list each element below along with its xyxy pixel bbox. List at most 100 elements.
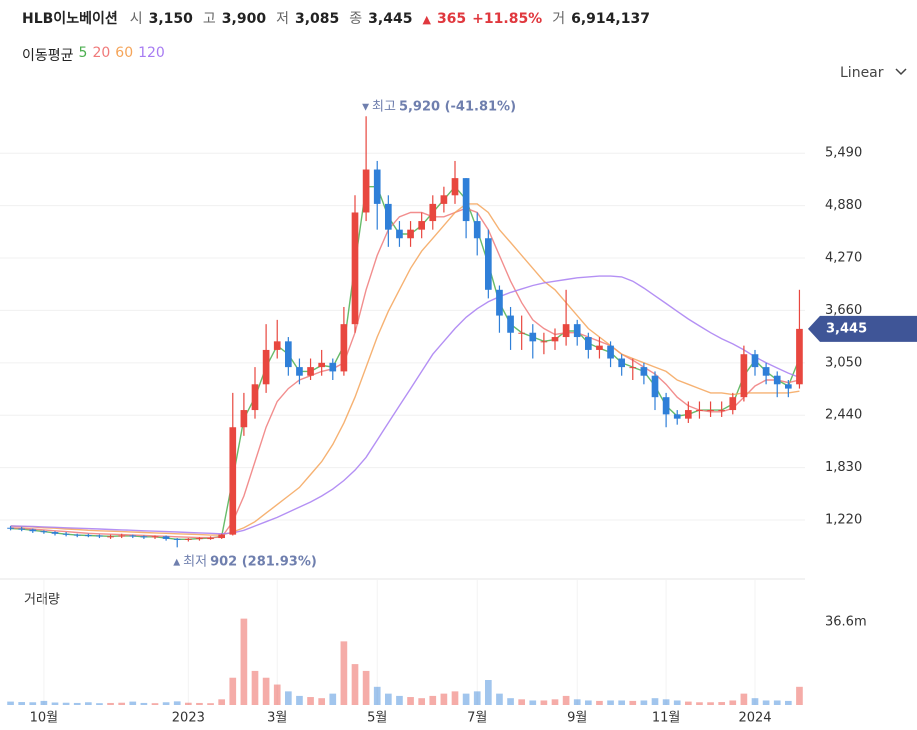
candle-body xyxy=(751,354,759,368)
open-value: 3,150 xyxy=(148,11,193,27)
volume-bar xyxy=(651,698,659,705)
volume-bar xyxy=(196,702,203,705)
candle-body xyxy=(662,397,670,415)
candle-body xyxy=(607,345,614,359)
high-label: 고 xyxy=(202,11,216,27)
volume-bar xyxy=(118,702,125,705)
volume-bar xyxy=(373,686,381,705)
volume-bar xyxy=(73,702,81,705)
candle-body xyxy=(462,178,470,222)
volume-bar xyxy=(262,677,270,705)
last-price-badge xyxy=(808,315,917,342)
candle-body xyxy=(685,410,692,419)
candle-body xyxy=(740,354,748,398)
annotation-label: 최저 xyxy=(183,554,207,569)
candle-body xyxy=(62,533,70,535)
candle-body xyxy=(629,367,637,369)
volume-bar xyxy=(7,701,14,705)
candle-body xyxy=(151,536,159,538)
volume-bar xyxy=(573,699,581,705)
candle-body xyxy=(729,397,737,411)
candle-body xyxy=(618,358,625,368)
volume-bar xyxy=(129,701,137,705)
x-tick-label: 2024 xyxy=(738,711,771,726)
candle-body xyxy=(640,367,648,376)
y-tick-label: 5,490 xyxy=(825,146,862,161)
annotation-arrow: ▼ xyxy=(362,102,369,112)
volume-bar xyxy=(229,677,237,705)
ma-legend-item: 120 xyxy=(138,45,165,61)
low-label: 저 xyxy=(276,11,289,27)
chevron xyxy=(895,68,907,76)
ma-legend-item: 5 xyxy=(78,45,88,61)
volume-bar xyxy=(218,699,225,705)
volume-bar xyxy=(51,702,59,705)
volume-bar xyxy=(418,698,425,705)
volume-bar xyxy=(85,702,92,705)
y-tick-label: 4,880 xyxy=(825,198,862,213)
volume-bar xyxy=(629,700,637,705)
volume-bar xyxy=(540,700,548,705)
candle-body xyxy=(507,315,514,333)
volume-bar xyxy=(618,700,625,705)
candle-body xyxy=(396,229,403,239)
volume-bar xyxy=(207,703,214,705)
candle-body xyxy=(440,195,448,204)
quote-header: HLB이노베이션 시 3,150 고 3,900 저 3,085 종 3,445 ▲ 36… xyxy=(22,8,654,28)
candle-body xyxy=(140,536,148,538)
candle-body xyxy=(529,332,537,342)
volume-bar xyxy=(596,700,603,705)
candle-body xyxy=(573,324,581,338)
scale-toggle[interactable]: Linear xyxy=(840,65,908,81)
volume-bar xyxy=(673,700,681,705)
change-amount: 365 xyxy=(436,11,467,27)
annotation-arrow: ▲ xyxy=(173,557,180,567)
volume-bar xyxy=(707,702,714,705)
candle-body xyxy=(229,427,237,535)
volume-bar xyxy=(107,702,114,705)
candle-body xyxy=(51,532,59,534)
volume-bar xyxy=(285,691,292,705)
ma-legend: 이동평균 5 20 60 120 xyxy=(22,45,165,65)
candle-body xyxy=(762,367,770,376)
volume-bar xyxy=(18,702,25,705)
ma-legend-item: 60 xyxy=(115,45,134,61)
candle-body xyxy=(429,203,437,222)
stock-name: HLB이노베이션 xyxy=(22,11,118,27)
candle-body xyxy=(162,536,170,539)
volume-bar xyxy=(185,702,192,705)
volume-bar xyxy=(451,691,459,705)
volume-bar xyxy=(773,700,781,705)
candle-body xyxy=(85,535,92,537)
ma-line xyxy=(10,207,800,539)
candle-body xyxy=(796,328,803,385)
volume-bar xyxy=(462,693,470,705)
volume-bar xyxy=(685,701,692,705)
low-value: 3,085 xyxy=(294,11,340,27)
candle-body xyxy=(362,169,370,213)
volume-bar xyxy=(362,670,370,705)
candle-body xyxy=(785,384,792,389)
volume-bar xyxy=(340,641,348,705)
candle-body xyxy=(451,178,459,196)
candle-body xyxy=(307,367,314,376)
candle-body xyxy=(551,337,559,342)
scale-label: Linear xyxy=(840,65,884,81)
volume-bar xyxy=(318,698,325,705)
volume-bar xyxy=(696,702,703,705)
extreme-annotation: ▼ 최고 5,920 (-41.81%) xyxy=(362,99,516,114)
volume-label: 거 xyxy=(552,11,566,27)
candle-body xyxy=(651,375,659,398)
volume-bar xyxy=(662,699,670,705)
volume-bar xyxy=(473,691,481,705)
volume-bar xyxy=(751,698,759,705)
x-tick-label: 10월 xyxy=(30,711,59,726)
last-price-label: 3,445 xyxy=(826,321,867,336)
x-tick-label: 2023 xyxy=(172,711,205,726)
volume-value: 6,914,137 xyxy=(571,11,650,27)
volume-bar xyxy=(396,695,403,705)
candle-body xyxy=(173,538,181,540)
candle-body xyxy=(673,414,681,419)
